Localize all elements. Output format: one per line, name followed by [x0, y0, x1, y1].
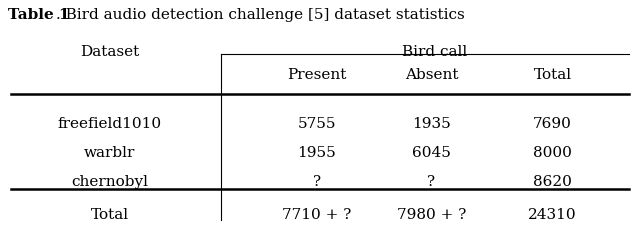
Text: 5755: 5755: [298, 117, 336, 130]
Text: freefield1010: freefield1010: [58, 117, 162, 130]
Text: chernobyl: chernobyl: [71, 174, 148, 188]
Text: 7980 + ?: 7980 + ?: [397, 207, 466, 220]
Text: Absent: Absent: [404, 67, 458, 81]
Text: 7690: 7690: [533, 117, 572, 130]
Text: Total: Total: [91, 207, 129, 220]
Text: Dataset: Dataset: [80, 45, 140, 59]
Text: 1955: 1955: [298, 145, 336, 159]
Text: Total: Total: [534, 67, 572, 81]
Text: . Bird audio detection challenge [5] dataset statistics: . Bird audio detection challenge [5] dat…: [56, 8, 464, 22]
Text: Table 1: Table 1: [8, 8, 69, 22]
Text: warblr: warblr: [84, 145, 136, 159]
Text: ?: ?: [428, 174, 436, 188]
Text: Bird call: Bird call: [402, 45, 467, 59]
Text: 24310: 24310: [528, 207, 577, 220]
Text: 6045: 6045: [412, 145, 451, 159]
Text: 8620: 8620: [533, 174, 572, 188]
Text: Present: Present: [287, 67, 346, 81]
Text: 1935: 1935: [412, 117, 451, 130]
Text: 7710 + ?: 7710 + ?: [282, 207, 351, 220]
Text: ?: ?: [313, 174, 321, 188]
Text: 8000: 8000: [533, 145, 572, 159]
